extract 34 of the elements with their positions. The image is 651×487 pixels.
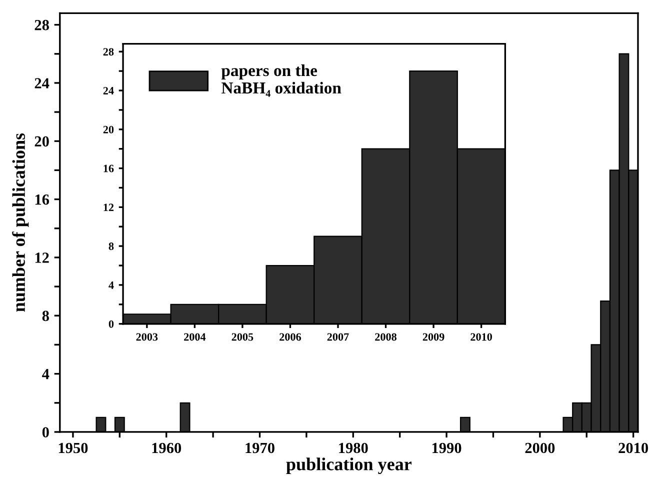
y-tick-label: 24 (103, 87, 114, 94)
y-tick-label: 20 (34, 136, 49, 147)
x-tick-label: 2000 (525, 442, 555, 454)
y-tick-label: 8 (108, 242, 114, 250)
x-tick-label: 2008 (375, 333, 396, 341)
y-tick-label: 16 (35, 194, 50, 205)
y-tick-label: 4 (42, 369, 50, 380)
y-tick-label: 0 (108, 320, 114, 328)
x-tick-label: 1980 (339, 442, 368, 454)
y-tick-label: 28 (103, 48, 114, 56)
y-tick-label: 16 (104, 164, 114, 172)
y-tick-label: 20 (103, 126, 114, 134)
x-tick-label: 1960 (152, 442, 182, 454)
x-axis-title: publication year (286, 458, 412, 474)
y-tick-label: 0 (42, 427, 49, 438)
y-tick-label: 24 (34, 78, 50, 88)
x-tick-label: 2003 (136, 333, 158, 341)
y-tick-label: 4 (108, 282, 114, 289)
x-tick-label: 2010 (618, 442, 648, 454)
x-tick-label: 2009 (422, 333, 444, 341)
x-tick-label: 2006 (280, 333, 302, 341)
x-tick-label: 1950 (58, 442, 88, 454)
x-tick-label: 2010 (470, 333, 492, 341)
y-axis-title: number of publications (12, 133, 29, 312)
y-tick-label: 12 (35, 252, 49, 263)
x-tick-label: 1970 (246, 442, 274, 454)
x-tick-label: 1990 (432, 442, 462, 454)
y-tick-label: 28 (34, 20, 49, 30)
y-tick-label: 12 (104, 204, 114, 212)
x-tick-label: 2005 (232, 333, 254, 341)
x-tick-label: 2007 (327, 333, 349, 341)
x-tick-label: 2004 (184, 333, 206, 341)
y-tick-label: 8 (42, 310, 49, 322)
legend-label: papers on the NaBH₄ oxidation (221, 64, 342, 97)
